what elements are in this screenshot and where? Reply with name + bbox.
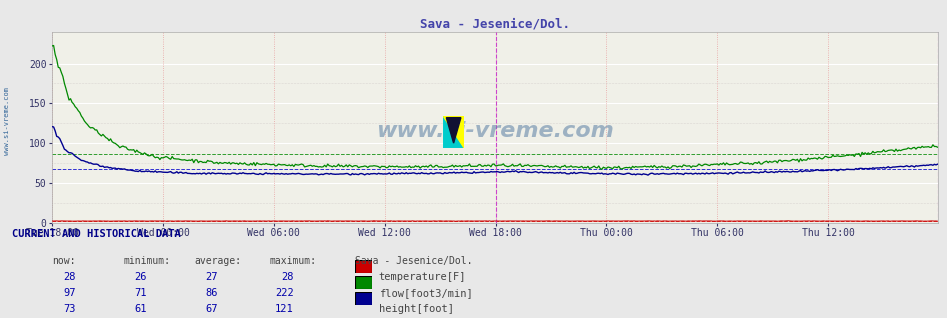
Text: temperature[F]: temperature[F] <box>379 272 466 282</box>
Text: 67: 67 <box>205 304 218 314</box>
Text: 26: 26 <box>134 272 147 282</box>
Text: 222: 222 <box>275 288 294 298</box>
Polygon shape <box>443 116 464 148</box>
Text: CURRENT AND HISTORICAL DATA: CURRENT AND HISTORICAL DATA <box>12 229 181 239</box>
Polygon shape <box>443 116 464 148</box>
Text: Sava - Jesenice/Dol.: Sava - Jesenice/Dol. <box>355 256 473 266</box>
Text: www.si-vreme.com: www.si-vreme.com <box>4 87 9 155</box>
Title: Sava - Jesenice/Dol.: Sava - Jesenice/Dol. <box>420 17 570 31</box>
Text: maximum:: maximum: <box>270 256 317 266</box>
Text: 27: 27 <box>205 272 218 282</box>
Text: 73: 73 <box>63 304 76 314</box>
Text: height[foot]: height[foot] <box>379 304 454 314</box>
Text: 121: 121 <box>275 304 294 314</box>
Text: 61: 61 <box>134 304 147 314</box>
Text: minimum:: minimum: <box>123 256 170 266</box>
Text: 71: 71 <box>134 288 147 298</box>
Text: average:: average: <box>194 256 241 266</box>
Text: 97: 97 <box>63 288 76 298</box>
Text: flow[foot3/min]: flow[foot3/min] <box>379 288 473 298</box>
Text: now:: now: <box>52 256 76 266</box>
Polygon shape <box>446 118 461 143</box>
Text: 86: 86 <box>205 288 218 298</box>
Text: www.si-vreme.com: www.si-vreme.com <box>376 121 614 141</box>
Text: 28: 28 <box>281 272 294 282</box>
Text: 28: 28 <box>63 272 76 282</box>
